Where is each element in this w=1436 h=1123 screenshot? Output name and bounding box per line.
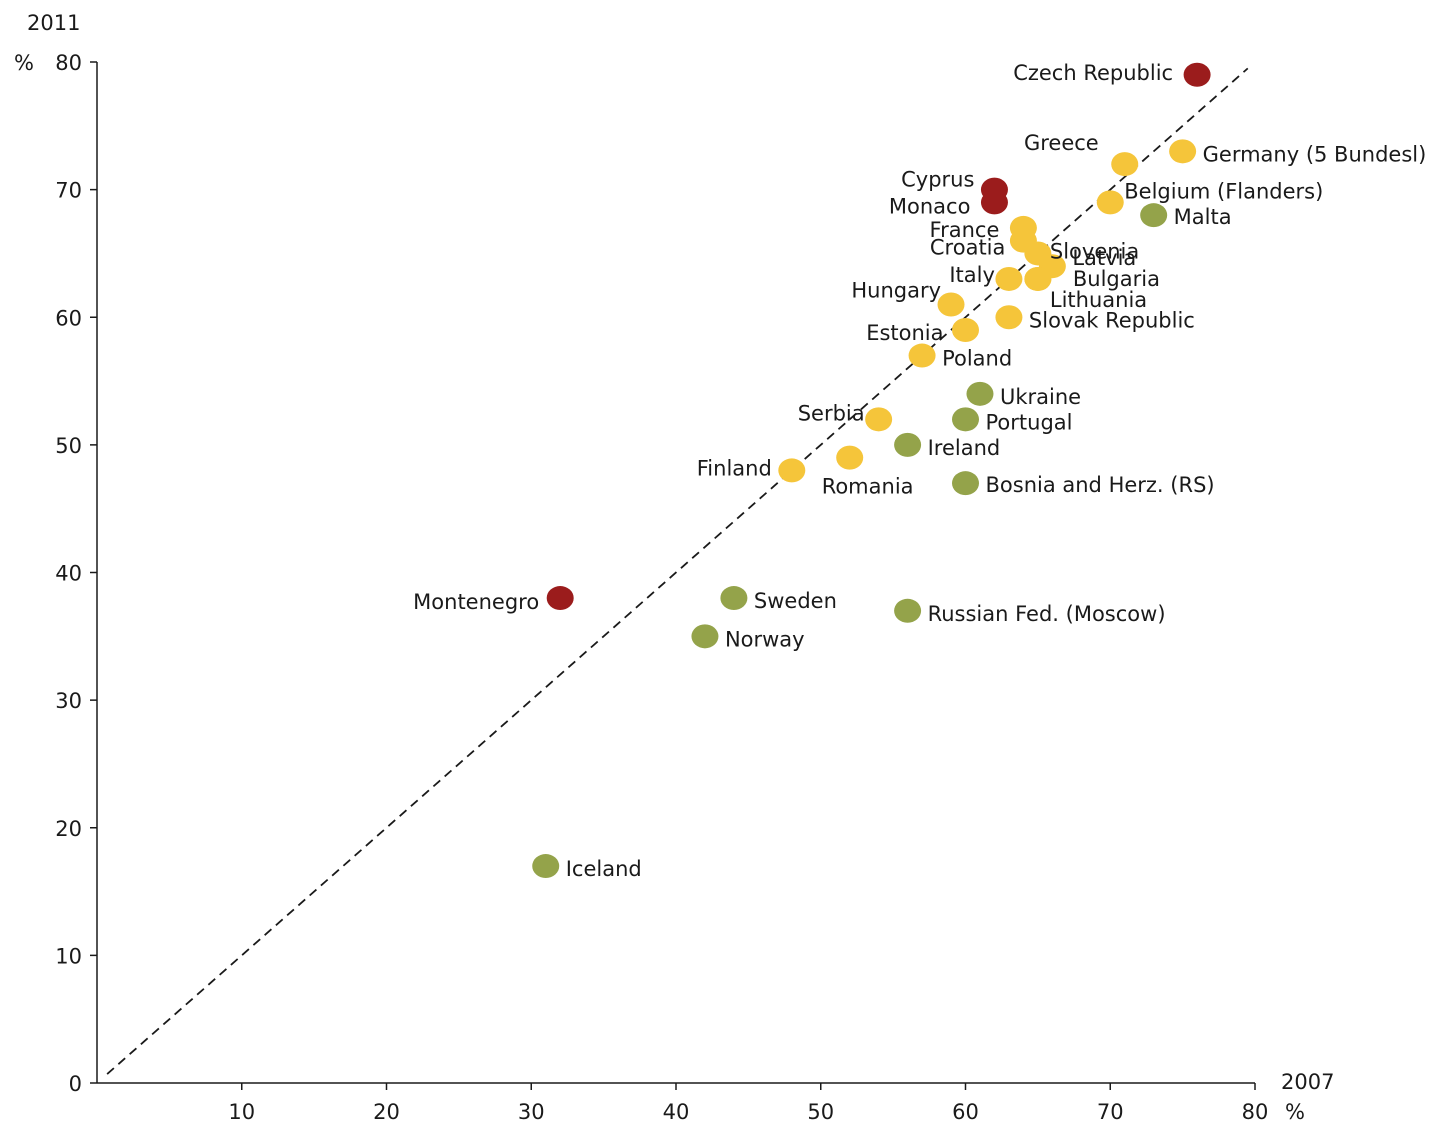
- data-point-germany-5-bundesl: [1169, 139, 1197, 164]
- data-label-montenegro: Montenegro: [413, 590, 539, 614]
- data-label-finland: Finland: [697, 456, 772, 480]
- data-label-lithuania: Lithuania: [1050, 288, 1147, 312]
- y-tick-label: 70: [55, 179, 82, 203]
- x-tick-label: 70: [1097, 1100, 1124, 1123]
- data-point-montenegro: [546, 586, 574, 611]
- x-tick-label: 40: [663, 1100, 690, 1123]
- data-label-greece: Greece: [1024, 131, 1099, 155]
- data-label-cyprus: Cyprus: [901, 168, 974, 192]
- data-label-france: France: [930, 218, 1000, 242]
- data-point-serbia: [865, 407, 893, 432]
- data-label-iceland: Iceland: [566, 857, 642, 881]
- data-point-slovak-republic: [995, 305, 1023, 330]
- data-point-monaco: [980, 190, 1008, 215]
- data-point-finland: [778, 458, 806, 483]
- data-point-belgium-flanders: [1096, 190, 1124, 215]
- data-label-czech-republic: Czech Republic: [1013, 61, 1173, 85]
- data-point-czech-republic: [1183, 62, 1211, 87]
- data-label-bulgaria: Bulgaria: [1073, 267, 1160, 291]
- data-point-norway: [691, 624, 719, 649]
- data-label-serbia: Serbia: [798, 401, 865, 425]
- data-point-iceland: [532, 854, 560, 879]
- data-label-germany-5-bundesl: Germany (5 Bundesl): [1203, 142, 1427, 166]
- data-point-bosnia-and-herz-rs: [952, 471, 979, 496]
- data-point-ukraine: [966, 381, 994, 406]
- x-tick-label: 30: [518, 1100, 545, 1123]
- data-label-sweden: Sweden: [754, 589, 837, 613]
- data-label-hungary: Hungary: [851, 278, 941, 302]
- data-point-greece: [1111, 152, 1139, 177]
- data-point-hungary: [937, 292, 965, 317]
- data-label-malta: Malta: [1174, 205, 1232, 229]
- data-label-slovenia: Slovenia: [1050, 239, 1139, 263]
- data-point-estonia: [952, 318, 979, 343]
- data-label-ukraine: Ukraine: [1000, 385, 1081, 409]
- y-tick-label: 80: [55, 51, 82, 75]
- data-point-poland: [908, 343, 936, 368]
- data-point-italy: [995, 266, 1023, 291]
- x-tick-label: 80: [1242, 1100, 1269, 1123]
- data-label-romania: Romania: [822, 475, 914, 499]
- x-axis-title: 2007: [1281, 1070, 1334, 1094]
- data-point-lithuania: [1024, 266, 1052, 291]
- data-point-portugal: [952, 407, 979, 432]
- y-tick-label: 40: [55, 562, 82, 586]
- x-axis-unit: %: [1285, 1100, 1305, 1123]
- y-tick-label: 30: [55, 689, 82, 713]
- y-tick-label: 20: [55, 817, 82, 841]
- x-tick-label: 60: [952, 1100, 979, 1123]
- point-labels: Czech Republic Greece Germany (5 Bundesl) C…: [413, 61, 1426, 881]
- data-label-estonia: Estonia: [866, 321, 943, 345]
- data-point-ireland: [894, 432, 922, 457]
- data-label-poland: Poland: [942, 347, 1012, 371]
- data-points: [532, 62, 1211, 879]
- data-label-latvia: Latvia: [1072, 246, 1136, 270]
- data-label-croatia: Croatia: [930, 236, 1006, 260]
- reference-line: [106, 67, 1249, 1075]
- x-tick-label: 10: [228, 1100, 255, 1123]
- y-axis-unit: %: [14, 51, 34, 75]
- y-tick-label: 10: [55, 944, 82, 968]
- data-label-slovak-republic: Slovak Republic: [1029, 308, 1195, 332]
- y-tick-label: 60: [55, 306, 82, 330]
- data-point-romania: [836, 445, 864, 470]
- data-label-portugal: Portugal: [986, 410, 1073, 434]
- x-tick-label: 50: [807, 1100, 834, 1123]
- data-point-russian-fed-moscow: [894, 598, 922, 623]
- axes: 0 10 20 30 40 50 60 70 80 10 20 30 40 50 60 70 80: [55, 51, 1268, 1123]
- data-label-russian-fed-moscow: Russian Fed. (Moscow): [928, 602, 1166, 626]
- x-tick-label: 20: [373, 1100, 400, 1123]
- data-label-norway: Norway: [725, 627, 805, 651]
- diagonal-dashed-line: [106, 67, 1249, 1075]
- data-label-belgium-flanders: Belgium (Flanders): [1124, 179, 1323, 203]
- data-point-sweden: [720, 586, 748, 611]
- data-label-bosnia-and-herz-rs: Bosnia and Herz. (RS): [986, 473, 1215, 497]
- data-label-italy: Italy: [949, 263, 995, 287]
- data-label-monaco: Monaco: [889, 194, 971, 218]
- data-point-malta: [1140, 203, 1168, 228]
- y-axis-title: 2011: [27, 11, 80, 35]
- y-tick-label: 0: [69, 1072, 82, 1096]
- y-tick-label: 50: [55, 434, 82, 458]
- data-label-ireland: Ireland: [928, 436, 1001, 460]
